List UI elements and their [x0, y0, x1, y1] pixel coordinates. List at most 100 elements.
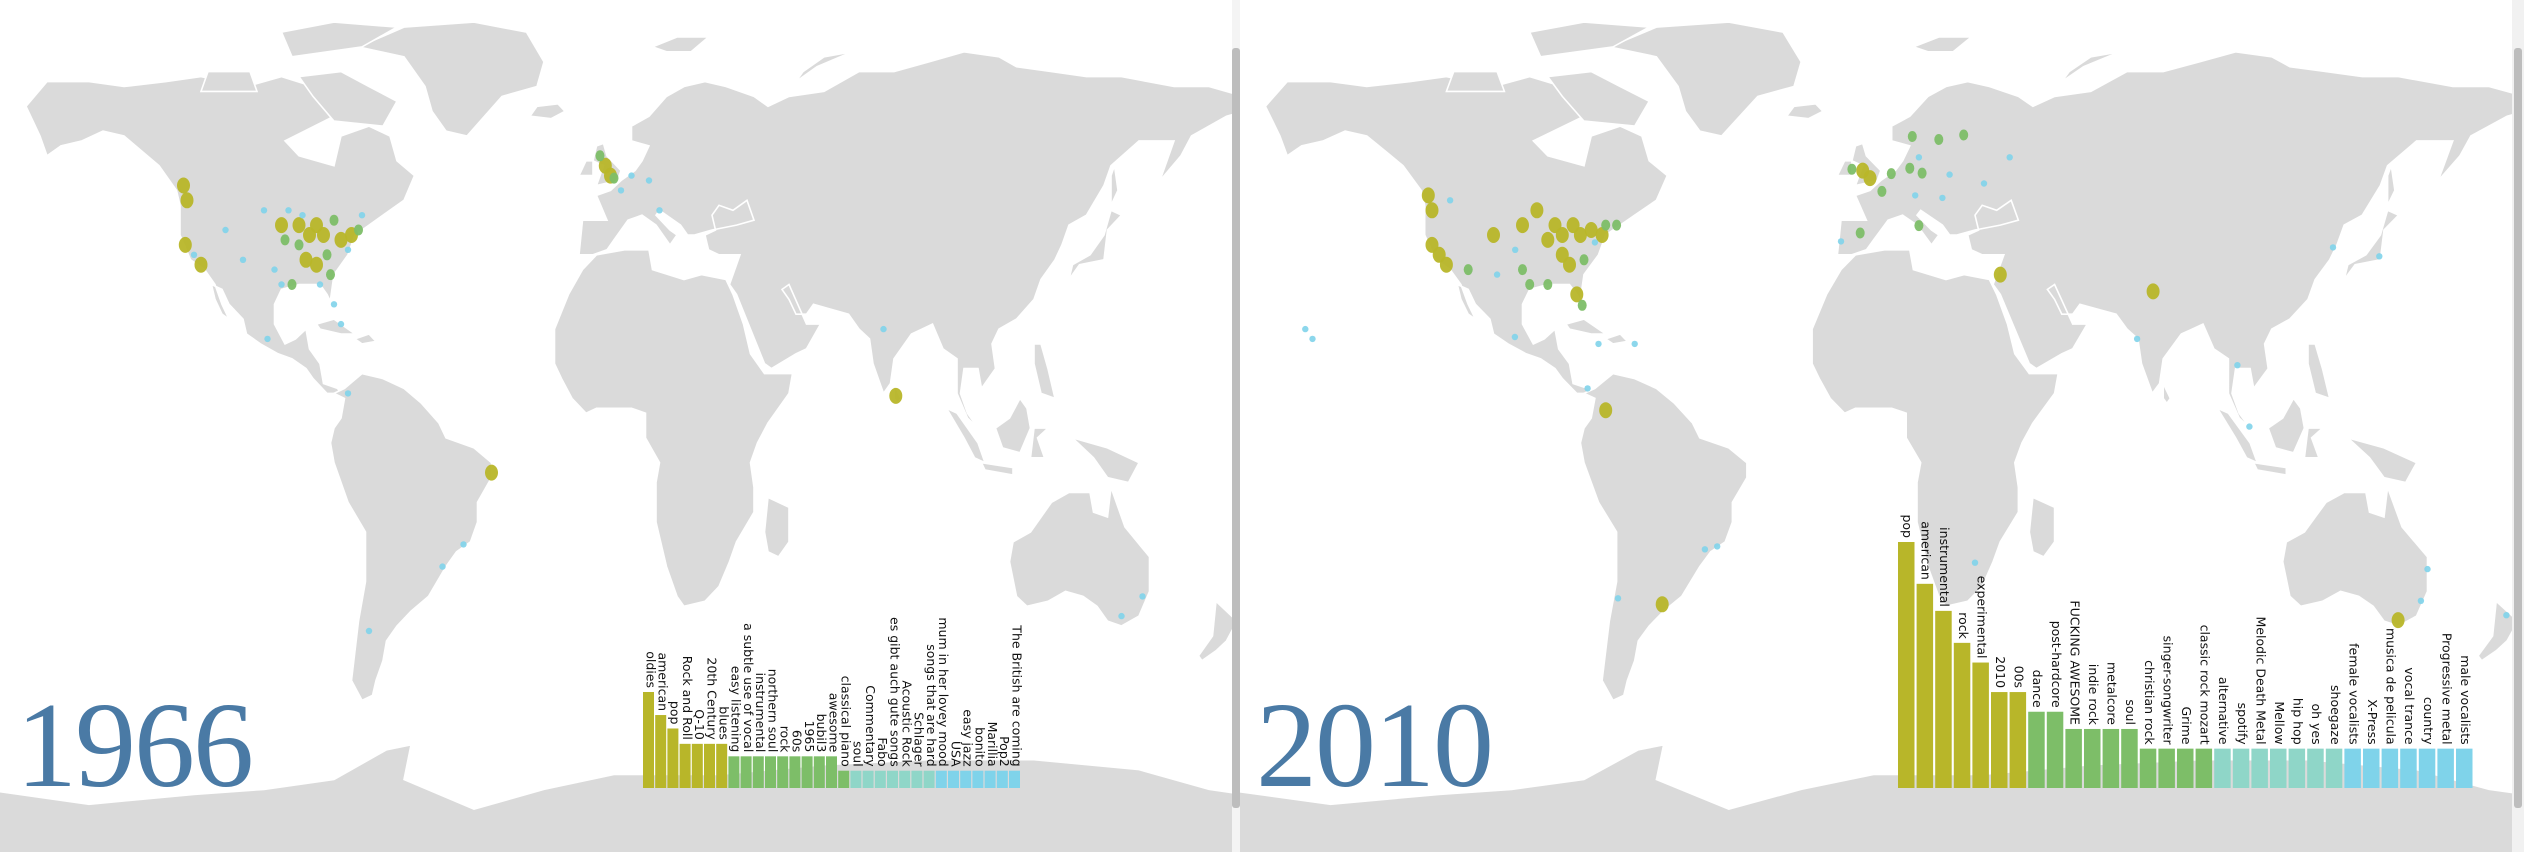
tag-bar[interactable]: [728, 756, 740, 788]
tag-bar[interactable]: [667, 728, 679, 788]
location-marker[interactable]: [337, 320, 345, 328]
location-marker[interactable]: [292, 217, 306, 234]
location-marker[interactable]: [1463, 264, 1473, 276]
location-marker[interactable]: [1446, 197, 1454, 204]
location-marker[interactable]: [1309, 335, 1316, 343]
tag-bar[interactable]: [911, 770, 923, 788]
tag-bar[interactable]: [1991, 692, 2008, 788]
location-marker[interactable]: [460, 541, 467, 548]
tag-bar[interactable]: [1009, 770, 1020, 788]
tag-bar[interactable]: [826, 756, 837, 788]
tag-bar[interactable]: [935, 770, 947, 788]
location-marker[interactable]: [645, 177, 653, 184]
tag-bar[interactable]: [1916, 583, 1934, 788]
location-marker[interactable]: [1939, 194, 1946, 202]
tag-bar[interactable]: [2177, 748, 2194, 788]
location-marker[interactable]: [1714, 543, 1721, 550]
location-marker[interactable]: [1584, 222, 1598, 238]
location-marker[interactable]: [1612, 219, 1622, 231]
location-marker[interactable]: [299, 212, 306, 219]
location-marker[interactable]: [1139, 593, 1146, 600]
tag-bar[interactable]: [691, 743, 703, 788]
location-marker[interactable]: [1591, 239, 1599, 246]
tag-bar[interactable]: [984, 770, 996, 788]
location-marker[interactable]: [1595, 340, 1602, 348]
location-marker[interactable]: [1907, 131, 1917, 142]
tag-bar[interactable]: [2065, 728, 2082, 788]
location-marker[interactable]: [1487, 227, 1500, 243]
location-marker[interactable]: [1599, 402, 1613, 419]
location-marker[interactable]: [1914, 220, 1924, 232]
tag-bar[interactable]: [1953, 642, 1971, 788]
location-marker[interactable]: [222, 226, 229, 234]
location-marker[interactable]: [1855, 227, 1865, 239]
tag-bar[interactable]: [899, 770, 911, 788]
tag-bar[interactable]: [1972, 662, 1989, 788]
location-marker[interactable]: [271, 266, 278, 273]
location-marker[interactable]: [1493, 271, 1501, 278]
location-marker[interactable]: [1601, 219, 1611, 231]
tag-bar[interactable]: [2195, 748, 2213, 788]
tag-bar[interactable]: [874, 770, 886, 788]
tag-bar[interactable]: [2139, 748, 2157, 788]
location-marker[interactable]: [344, 246, 352, 253]
location-marker[interactable]: [1614, 595, 1622, 602]
location-marker[interactable]: [1543, 279, 1553, 290]
location-marker[interactable]: [1934, 134, 1944, 145]
tag-bar[interactable]: [960, 770, 972, 788]
tag-bar[interactable]: [2456, 748, 2473, 788]
location-marker[interactable]: [310, 256, 323, 273]
tag-bar[interactable]: [2102, 728, 2120, 788]
location-marker[interactable]: [2376, 253, 2383, 260]
location-marker[interactable]: [1946, 171, 1953, 178]
location-marker[interactable]: [439, 563, 446, 570]
location-marker[interactable]: [2234, 362, 2241, 369]
location-marker[interactable]: [485, 464, 498, 481]
location-marker[interactable]: [354, 224, 363, 236]
tag-bar[interactable]: [887, 770, 898, 788]
location-marker[interactable]: [656, 207, 663, 214]
tag-bar[interactable]: [862, 770, 874, 788]
tag-bar[interactable]: [2084, 728, 2101, 788]
tag-bar[interactable]: [740, 756, 752, 788]
location-marker[interactable]: [2246, 423, 2253, 430]
location-marker[interactable]: [1993, 266, 2007, 283]
location-marker[interactable]: [1421, 187, 1435, 204]
location-marker[interactable]: [2133, 335, 2141, 343]
location-marker[interactable]: [1631, 340, 1638, 348]
scrollbar-thumb[interactable]: [2514, 48, 2522, 808]
tag-bar[interactable]: [2158, 748, 2175, 788]
location-marker[interactable]: [2329, 244, 2337, 251]
location-marker[interactable]: [880, 325, 887, 333]
location-marker[interactable]: [2391, 612, 2405, 629]
location-marker[interactable]: [294, 239, 304, 251]
tag-bar[interactable]: [996, 770, 1008, 788]
tag-bar[interactable]: [1898, 542, 1915, 788]
tag-bar[interactable]: [813, 756, 825, 788]
location-marker[interactable]: [1573, 227, 1587, 243]
location-marker[interactable]: [1525, 279, 1535, 290]
tag-bar[interactable]: [765, 756, 776, 788]
tag-bar[interactable]: [777, 756, 789, 788]
location-marker[interactable]: [239, 256, 247, 263]
location-marker[interactable]: [322, 249, 332, 261]
tag-bar[interactable]: [2028, 711, 2045, 788]
location-marker[interactable]: [1530, 202, 1544, 219]
tag-bar[interactable]: [2251, 748, 2268, 788]
tag-bar[interactable]: [2363, 748, 2380, 788]
tag-bar[interactable]: [801, 756, 813, 788]
tag-bar[interactable]: [923, 770, 935, 788]
scrollbar-thumb[interactable]: [1232, 48, 1240, 808]
location-marker[interactable]: [264, 335, 271, 343]
location-marker[interactable]: [1959, 129, 1969, 141]
location-marker[interactable]: [1847, 163, 1857, 175]
location-marker[interactable]: [2503, 612, 2510, 619]
location-marker[interactable]: [1915, 154, 1923, 161]
location-marker[interactable]: [1425, 202, 1439, 219]
tag-bar[interactable]: [948, 770, 959, 788]
tag-bar[interactable]: [972, 770, 984, 788]
location-marker[interactable]: [1912, 192, 1919, 199]
location-marker[interactable]: [1971, 559, 1979, 566]
location-marker[interactable]: [330, 301, 338, 308]
location-marker[interactable]: [1917, 167, 1927, 179]
